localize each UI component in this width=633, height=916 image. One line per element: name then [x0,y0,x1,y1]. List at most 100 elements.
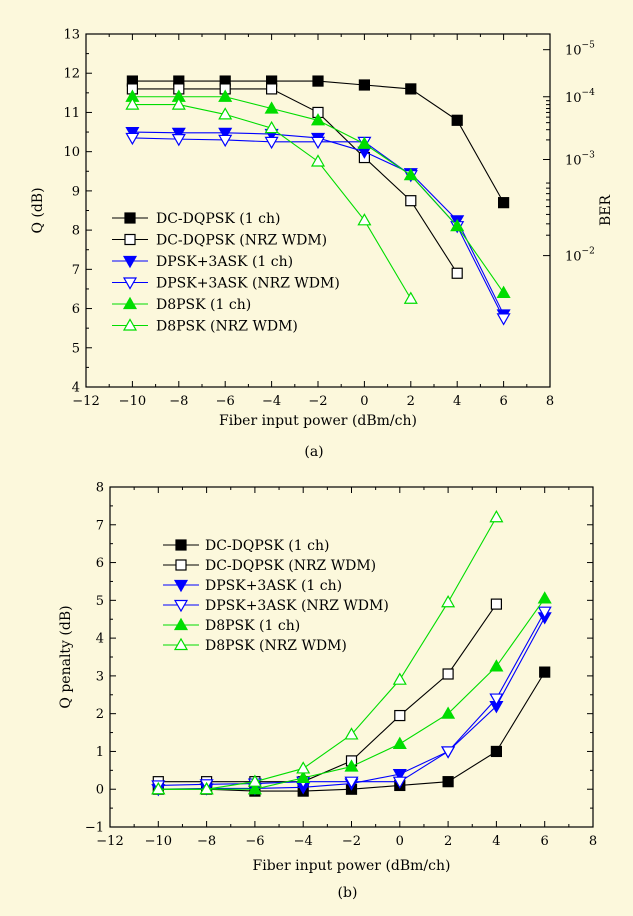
legend-marker [122,296,138,310]
legend: DC-DQPSK (1 ch) DC-DQPSK (NRZ WDM) DPSK+3A… [163,538,389,654]
data-point [218,127,233,141]
data-point [442,776,454,788]
data-point [171,134,186,147]
data-point [218,89,233,102]
x-tick-label: −6 [216,394,235,409]
legend-label: DC-DQPSK (NRZ WDM) [205,558,376,574]
data-point [539,666,551,678]
data-point [264,136,279,150]
data-point [264,120,279,134]
x-tick-label: 6 [499,394,507,409]
legend-label: DC-DQPSK (1 ch) [156,211,280,227]
series-1 [126,83,463,279]
data-point [392,672,407,685]
data-point [247,774,262,787]
x-tick-label: 0 [360,394,368,409]
x-tick-label: −6 [245,834,264,849]
y-tick-label: 3 [96,669,104,684]
data-point [496,285,511,298]
data-point [310,154,326,167]
y-tick-label: 4 [72,381,80,396]
legend-label: DC-DQPSK (1 ch) [205,538,329,554]
x-tick-label: 0 [396,834,404,849]
ber-tick-label: 10−5 [565,41,595,59]
data-point [392,769,407,782]
figure-caption: (a) [304,444,323,460]
data-point [498,197,510,209]
plot-frame [109,486,594,828]
y-tick-label: 4 [96,632,104,647]
x-tick-label: −10 [119,394,146,409]
data-point [450,218,465,232]
data-point [151,782,166,795]
series-5 [151,510,504,795]
y-tick-label: 7 [96,518,104,533]
data-point [199,782,214,795]
x-tick-label: 2 [407,394,415,409]
legend-marker [173,637,189,651]
y-tick-label: 9 [72,184,80,199]
legend-label: DPSK+3ASK (1 ch) [156,254,293,270]
y2-axis-label: BER [598,195,614,227]
x-tick-label: 4 [492,834,500,849]
data-point [537,591,552,604]
chart-a: −12 −10 −8 −6 −4 −2 0 2 4 6 8 4 5 6 7 8 9 10 11 12 13 10−2 10−… [30,28,614,461]
data-point [442,668,454,680]
data-point [489,659,504,672]
legend-label: DPSK+3ASK (NRZ WDM) [205,598,389,614]
series-0 [126,75,510,209]
data-point [441,706,456,719]
y-tick-label: 2 [96,707,104,722]
legend-marker [173,599,189,613]
data-point [218,107,233,120]
y-tick-label: 13 [63,28,80,43]
data-point [171,97,186,110]
data-point [496,313,511,326]
series-line [158,603,497,783]
legend-label: D8PSK (1 ch) [156,297,251,313]
data-point [451,267,463,279]
legend-marker [175,539,187,551]
data-point [441,595,456,608]
x-tick-label: −12 [72,394,99,409]
data-point [344,759,359,772]
x-tick-label: −4 [262,394,281,409]
x-tick-label: −12 [96,834,123,849]
data-point [344,776,359,789]
legend-label: D8PSK (NRZ WDM) [205,638,347,654]
x-tick-label: −2 [308,394,327,409]
legend-marker [124,233,136,246]
data-point [490,598,502,610]
y-tick-label: −1 [85,821,104,836]
ber-tick-label: 10−2 [565,247,595,265]
data-point [403,291,418,304]
data-point [441,746,456,759]
ber-tick-label: 10−4 [565,88,595,106]
data-point [405,195,417,207]
legend-label: D8PSK (NRZ WDM) [156,319,298,335]
legend-marker [124,212,136,224]
y-tick-label: 8 [72,224,80,239]
data-point [490,745,502,758]
data-point [358,79,370,91]
y-tick-label: 8 [96,481,104,496]
data-point [310,113,326,126]
data-point [392,776,407,789]
data-point [489,510,504,523]
y-tick-label: 5 [96,594,104,609]
y-axis-label: Q (dB) [30,187,46,233]
data-point [218,134,233,148]
x-axis-label: Fiber input power (dBm/ch) [219,413,417,429]
legend-marker [173,579,189,593]
data-point [310,136,326,150]
data-point [451,114,463,126]
legend-label: DPSK+3ASK (1 ch) [205,578,342,594]
x-tick-label: −4 [294,834,313,849]
data-point [125,126,140,140]
y-tick-label: 12 [63,67,80,82]
legend-marker [122,318,138,331]
data-point [394,709,406,722]
figure-caption: (b) [338,885,358,901]
data-point [264,101,279,114]
